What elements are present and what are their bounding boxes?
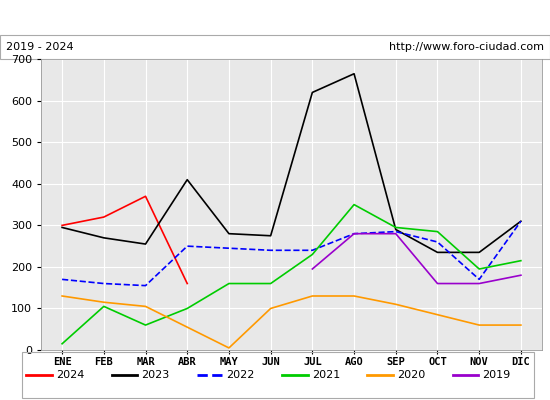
Line: 2019: 2019: [312, 234, 521, 284]
2022: [267, 248, 274, 253]
2022: [351, 231, 358, 236]
2021: [393, 225, 399, 230]
Text: 2020: 2020: [397, 370, 425, 380]
2021: [59, 341, 65, 346]
2021: [518, 258, 524, 263]
2020: [434, 312, 441, 317]
2022: [309, 248, 316, 253]
2020: [184, 325, 190, 330]
2019: [518, 273, 524, 278]
2022: [476, 277, 482, 282]
2024: [142, 194, 149, 199]
2021: [351, 202, 358, 207]
2023: [351, 71, 358, 76]
2020: [351, 294, 358, 298]
Text: 2022: 2022: [227, 370, 255, 380]
2019: [351, 231, 358, 236]
Line: 2023: 2023: [62, 74, 521, 252]
2024: [184, 281, 190, 286]
2021: [476, 266, 482, 271]
2020: [393, 302, 399, 307]
2020: [267, 306, 274, 311]
2023: [518, 219, 524, 224]
2020: [309, 294, 316, 298]
2023: [226, 231, 232, 236]
Line: 2020: 2020: [62, 296, 521, 348]
2020: [518, 323, 524, 328]
2023: [476, 250, 482, 255]
2023: [309, 90, 316, 95]
2020: [476, 323, 482, 328]
2020: [142, 304, 149, 309]
2020: [101, 300, 107, 305]
2022: [393, 229, 399, 234]
2023: [184, 177, 190, 182]
2023: [142, 242, 149, 246]
2019: [393, 231, 399, 236]
2022: [142, 283, 149, 288]
2022: [434, 240, 441, 244]
2022: [101, 281, 107, 286]
Line: 2021: 2021: [62, 204, 521, 344]
2022: [518, 219, 524, 224]
2024: [101, 215, 107, 220]
2019: [434, 281, 441, 286]
Text: 2024: 2024: [56, 370, 85, 380]
Line: 2024: 2024: [62, 196, 187, 284]
2023: [434, 250, 441, 255]
Text: 2019: 2019: [482, 370, 510, 380]
Line: 2022: 2022: [62, 221, 521, 286]
2021: [267, 281, 274, 286]
2023: [267, 233, 274, 238]
2020: [59, 294, 65, 298]
Text: Evolucion Nº Turistas Nacionales en el municipio de Trasierra: Evolucion Nº Turistas Nacionales en el m…: [45, 11, 505, 24]
2020: [226, 346, 232, 350]
2021: [309, 252, 316, 257]
2023: [101, 236, 107, 240]
2022: [59, 277, 65, 282]
2022: [226, 246, 232, 251]
Text: 2023: 2023: [141, 370, 169, 380]
2021: [142, 323, 149, 328]
2021: [226, 281, 232, 286]
Text: http://www.foro-ciudad.com: http://www.foro-ciudad.com: [389, 42, 544, 52]
Text: 2019 - 2024: 2019 - 2024: [6, 42, 73, 52]
2023: [59, 225, 65, 230]
2023: [393, 227, 399, 232]
2022: [184, 244, 190, 248]
2024: [59, 223, 65, 228]
2021: [101, 304, 107, 309]
2021: [184, 306, 190, 311]
2019: [309, 266, 316, 271]
2019: [476, 281, 482, 286]
2021: [434, 229, 441, 234]
Text: 2021: 2021: [312, 370, 340, 380]
